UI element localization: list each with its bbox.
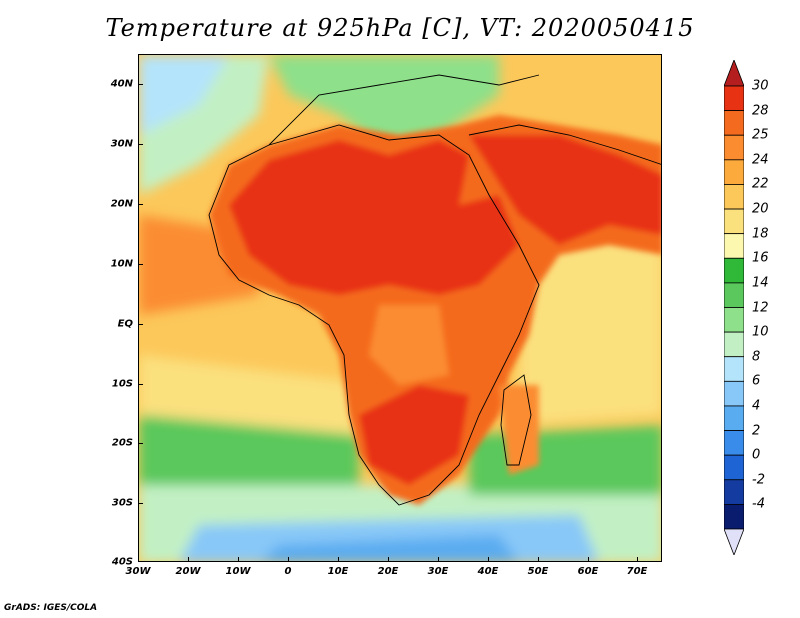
lat-tick: [138, 503, 143, 504]
colorbar-label: -2: [752, 472, 765, 488]
colorbar-label: -4: [752, 496, 765, 512]
lat-label: 40N: [110, 78, 133, 90]
lon-tick: [338, 557, 339, 562]
colorbar-segment: [724, 380, 744, 407]
lon-label: 10E: [327, 566, 349, 577]
lon-tick: [388, 557, 389, 562]
color-bar: [724, 60, 744, 555]
colorbar-segment: [724, 356, 744, 382]
colorbar-segment: [724, 454, 744, 481]
colorbar-segment: [724, 282, 744, 308]
lon-label: 20E: [377, 566, 399, 577]
colorbar-label: 18: [752, 226, 769, 242]
colorbar-segment: [724, 257, 744, 284]
colorbar-label: 16: [752, 250, 769, 266]
lon-label: 40E: [477, 566, 499, 577]
lon-label: 30W: [125, 566, 151, 577]
colorbar-label: 25: [752, 127, 769, 143]
colorbar-segment: [724, 184, 744, 210]
southern-africa-hot: [359, 385, 469, 485]
lat-label: 10N: [110, 258, 133, 270]
colorbar-label: 22: [752, 176, 769, 192]
colorbar-segment: [724, 430, 744, 456]
madagascar-coastline: [500, 374, 532, 466]
lon-tick: [188, 557, 189, 562]
lat-label: 30S: [111, 497, 133, 509]
arabia-hot-core: [469, 135, 661, 245]
lat-tick: [138, 384, 143, 385]
lat-tick: [138, 443, 143, 444]
colorbar-segment: [724, 208, 744, 235]
colorbar-label: 4: [752, 398, 761, 414]
lon-label: 30E: [427, 566, 449, 577]
colorbar-segment: [724, 134, 744, 161]
lat-label: 30N: [110, 138, 133, 150]
colorbar-segment: [724, 110, 744, 136]
colorbar-label: 28: [752, 103, 769, 119]
lat-label: 20S: [111, 437, 133, 449]
madagascar: [499, 385, 539, 475]
indian-ocean-yellow: [519, 225, 661, 425]
colorbar-segment: [724, 331, 744, 358]
colorbar-label: 2: [752, 423, 761, 439]
lon-tick: [588, 557, 589, 562]
map-title: Temperature at 925hPa [C], VT: 202005041…: [105, 14, 695, 42]
lat-label: 40S: [111, 556, 133, 568]
colorbar-overflow-top: [724, 60, 744, 87]
lat-tick: [138, 204, 143, 205]
colorbar-label: 0: [752, 447, 761, 463]
lon-label: 60E: [577, 566, 599, 577]
temperature-map: [138, 54, 662, 562]
lon-tick: [488, 557, 489, 562]
colorbar-segment: [724, 307, 744, 333]
africa-coastline: [208, 124, 540, 506]
lon-label: 10W: [225, 566, 251, 577]
colorbar-segment: [724, 405, 744, 431]
lon-tick: [637, 557, 638, 562]
south-indian-green: [469, 425, 661, 495]
lat-tick: [138, 324, 143, 325]
colorbar-label: 10: [752, 324, 769, 340]
colorbar-segment: [724, 85, 744, 112]
lat-label: EQ: [117, 318, 133, 330]
lon-tick: [438, 557, 439, 562]
lat-label: 10S: [111, 378, 133, 390]
lat-tick: [138, 264, 143, 265]
lat-label: 20N: [110, 198, 133, 210]
colorbar-label: 20: [752, 201, 769, 217]
sahel-hot-core: [229, 140, 519, 295]
lat-tick: [138, 144, 143, 145]
arabia-coastline: [468, 124, 661, 165]
lon-tick: [238, 557, 239, 562]
mediterranean-coastline: [268, 74, 540, 146]
colorbar-label: 6: [752, 373, 761, 389]
colorbar-label: 8: [752, 349, 761, 365]
lon-label: 70E: [626, 566, 648, 577]
lon-tick: [538, 557, 539, 562]
colorbar-segment: [724, 503, 744, 530]
colorbar-segment: [724, 479, 744, 505]
colorbar-segment: [724, 159, 744, 185]
temperature-field: [139, 55, 661, 561]
colorbar-overflow-bottom: [724, 528, 744, 555]
mediterranean: [269, 55, 499, 145]
lon-label: 0: [284, 566, 292, 577]
lat-tick: [138, 84, 143, 85]
colorbar-label: 12: [752, 300, 769, 315]
lon-tick: [288, 557, 289, 562]
colorbar-label: 14: [752, 275, 769, 291]
lon-label: 50E: [527, 566, 549, 577]
colorbar-label: 30: [752, 78, 769, 94]
colorbar-segment: [724, 233, 744, 259]
colorbar-label: 24: [752, 152, 769, 168]
south-atlantic-green: [139, 415, 359, 495]
grads-credit: GrADS: IGES/COLA: [4, 603, 98, 613]
lon-label: 20W: [175, 566, 201, 577]
